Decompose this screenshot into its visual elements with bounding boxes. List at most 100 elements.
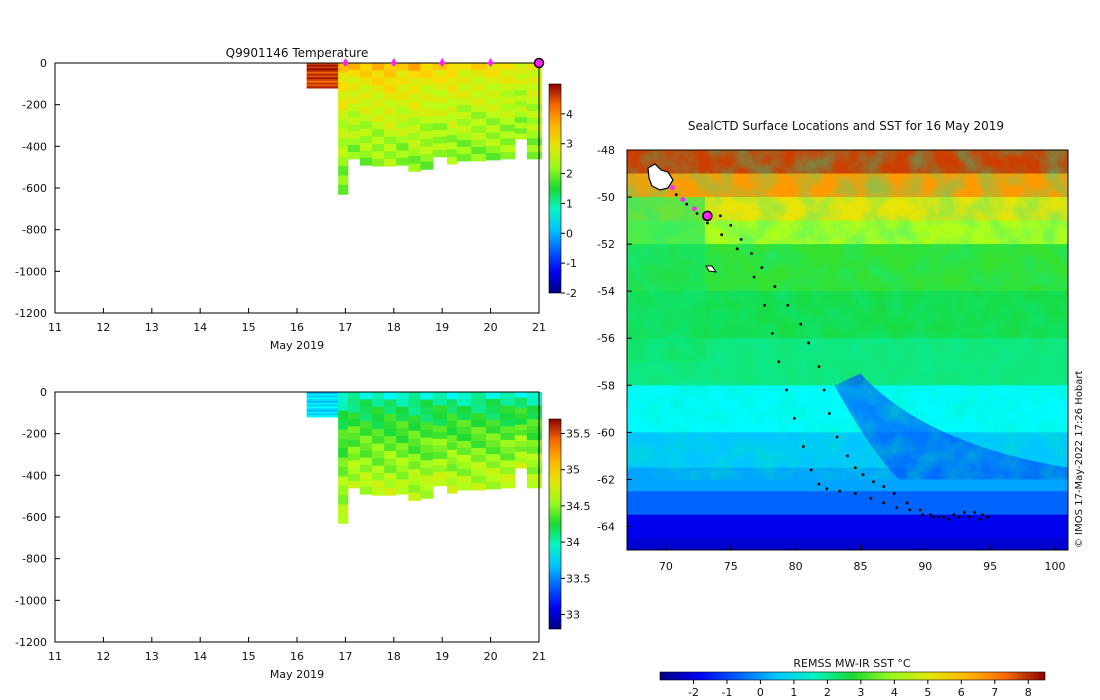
salinity-cell	[372, 414, 385, 422]
track-point	[986, 515, 989, 519]
temperature-cell	[306, 79, 339, 82]
track-point	[908, 508, 912, 512]
temperature-ytick-label: 0	[40, 57, 47, 70]
temperature-cell	[347, 151, 361, 160]
sst-cbar-tick-label: 8	[1025, 686, 1032, 699]
salinity-cell	[447, 392, 458, 400]
track-point	[825, 487, 829, 491]
salinity-cell	[372, 392, 385, 400]
salinity-cell	[471, 440, 487, 449]
track-point	[720, 233, 724, 237]
temperature-xtick-label: 16	[290, 321, 304, 334]
salinity-cell	[500, 439, 516, 448]
salinity-cell	[347, 405, 361, 414]
sst-cbar-tick-label: 2	[824, 686, 831, 699]
temperature-cell	[500, 63, 516, 71]
temperature-cell	[432, 96, 448, 104]
temperature-cell	[372, 70, 385, 79]
salinity-cell	[526, 405, 542, 414]
salinity-cell	[471, 392, 487, 400]
surface-marker	[439, 58, 446, 67]
track-point	[929, 513, 932, 517]
temperature-cell	[485, 152, 501, 161]
salinity-cell	[432, 392, 448, 400]
salinity-cell	[456, 412, 472, 421]
current-location	[702, 210, 713, 222]
temperature-cell	[526, 63, 542, 71]
salinity-cbar-tick-label: 33.5	[566, 572, 591, 585]
track-point	[895, 506, 899, 510]
temperature-xtick-label: 17	[338, 321, 352, 334]
temperature-colorbar	[548, 83, 562, 294]
salinity-cell	[396, 450, 409, 459]
surface-marker	[342, 58, 349, 67]
salinity-cell	[432, 479, 448, 487]
temperature-cell	[485, 125, 501, 133]
salinity-cell	[408, 392, 421, 401]
track-point	[750, 252, 753, 255]
temperature-cell	[420, 116, 434, 125]
salinity-cell	[408, 407, 421, 416]
temperature-cell	[347, 63, 361, 71]
salinity-cell	[359, 472, 373, 480]
temperature-cell	[456, 153, 472, 162]
temperature-cell	[471, 76, 487, 85]
salinity-cell	[306, 395, 339, 398]
salinity-cell	[485, 475, 501, 483]
temperature-cell	[420, 85, 434, 94]
salinity-cell	[447, 428, 458, 436]
salinity-ticks: 11 12 13 14 15 16 17 18 19 20 21 0 -200 -400 -600 -800 -…	[15, 386, 546, 663]
temperature-cell	[408, 140, 421, 149]
salinity-cell	[526, 474, 542, 482]
salinity-cell	[514, 419, 528, 426]
temperature-cell	[432, 103, 448, 111]
temperature-cell	[447, 63, 458, 71]
temperature-xtick-label: 20	[484, 321, 498, 334]
temperature-cbar-tick-label: 0	[566, 227, 573, 240]
temperature-cell	[456, 125, 472, 134]
salinity-cell	[471, 398, 487, 407]
track-point	[882, 485, 886, 488]
temperature-cell	[306, 64, 339, 68]
temperature-cell	[471, 125, 487, 134]
temperature-cell	[338, 156, 349, 167]
salinity-cell	[396, 479, 409, 488]
temperature-cell	[338, 63, 349, 73]
temperature-cell	[347, 104, 361, 112]
salinity-xtick-label: 13	[145, 650, 159, 663]
temperature-cell	[347, 76, 361, 85]
temperature-cell	[306, 73, 339, 76]
temperature-cell	[514, 101, 528, 107]
salinity-cell	[471, 475, 487, 484]
salinity-cell	[485, 481, 501, 490]
temperature-cell	[471, 69, 487, 78]
temperature-cell	[432, 136, 448, 144]
salinity-cell	[372, 480, 385, 489]
salinity-cell	[500, 405, 516, 414]
salinity-cell	[485, 412, 501, 421]
temperature-cell	[347, 117, 361, 126]
track-point	[968, 515, 971, 519]
salinity-colorbar	[548, 418, 562, 630]
salinity-cell	[306, 413, 339, 416]
salinity-cell	[372, 487, 385, 496]
salinity-cell	[306, 411, 339, 414]
temperature-cell	[372, 92, 385, 101]
salinity-ytick-label: -1200	[15, 636, 47, 649]
track-point	[809, 468, 813, 472]
salinity-cell	[420, 429, 434, 439]
salinity-cell	[408, 461, 421, 470]
salinity-cell	[359, 464, 373, 473]
temperature-cell	[359, 92, 373, 100]
salinity-cell	[471, 426, 487, 435]
salinity-cell	[306, 409, 339, 413]
temperature-cell	[396, 63, 409, 71]
sst-cbar-tick-label: 6	[958, 686, 965, 699]
salinity-cell	[420, 422, 434, 431]
salinity-cell	[447, 464, 458, 472]
salinity-cell	[500, 398, 516, 407]
temperature-cell	[408, 93, 421, 103]
salinity-cell	[372, 399, 385, 408]
salinity-cell	[338, 513, 349, 524]
salinity-cell	[384, 443, 397, 452]
